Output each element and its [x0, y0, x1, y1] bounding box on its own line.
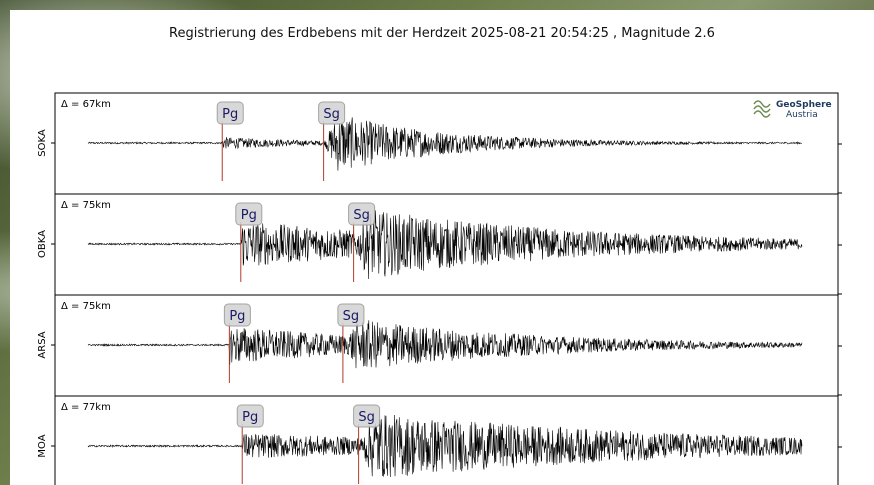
pick-box-sg — [318, 101, 346, 125]
distance-label: Δ = 75km — [61, 200, 111, 211]
pick-label-sg: Sg — [343, 309, 360, 324]
pick-box-pg — [223, 303, 251, 327]
pick-box-sg — [353, 404, 381, 428]
logo-line2: Austria — [786, 110, 818, 120]
waveform-moa — [87, 414, 803, 478]
chart-title: Registrierung des Erdbebens mit der Herd… — [169, 26, 715, 41]
pick-box-pg — [236, 404, 264, 428]
waveform-obka — [87, 210, 803, 280]
geosphere-logo: GeoSphere Austria — [753, 100, 832, 120]
trace-panel-arsa: ARSA Δ = 75km Pg Sg — [37, 294, 842, 397]
station-label: MOA — [37, 434, 48, 457]
pick-box-sg — [348, 202, 376, 226]
station-label: SOKA — [37, 129, 48, 157]
station-label: OBKA — [37, 230, 48, 258]
waveform-soka — [87, 117, 803, 171]
trace-panels: SOKA Δ = 67km Pg Sg OBKA Δ = 75km Pg Sg ARSA Δ = … — [37, 92, 842, 485]
pick-label-pg: Pg — [242, 410, 258, 425]
distance-label: Δ = 75km — [61, 301, 111, 312]
trace-panel-moa: MOA Δ = 77km Pg Sg — [37, 395, 842, 485]
pick-box-pg — [235, 202, 263, 226]
pick-label-sg: Sg — [323, 107, 340, 122]
pick-label-pg: Pg — [222, 107, 238, 122]
trace-panel-soka: SOKA Δ = 67km Pg Sg — [37, 92, 842, 195]
distance-label: Δ = 77km — [61, 402, 111, 413]
pick-box-sg — [337, 303, 365, 327]
pick-label-pg: Pg — [229, 309, 245, 324]
waveform-arsa — [87, 319, 803, 369]
seismogram-sheet: Registrierung des Erdbebens mit der Herd… — [10, 10, 874, 485]
pick-box-pg — [216, 101, 244, 125]
geosphere-logo-icon — [753, 100, 771, 118]
pick-label-pg: Pg — [241, 208, 257, 223]
pick-label-sg: Sg — [358, 410, 375, 425]
logo-line1: GeoSphere — [776, 100, 832, 110]
pick-label-sg: Sg — [353, 208, 370, 223]
station-label: ARSA — [37, 331, 48, 358]
trace-panel-obka: OBKA Δ = 75km Pg Sg — [37, 193, 842, 296]
distance-label: Δ = 67km — [61, 99, 111, 110]
seismogram-plot: SOKA Δ = 67km Pg Sg OBKA Δ = 75km Pg Sg ARSA Δ = … — [37, 92, 842, 485]
